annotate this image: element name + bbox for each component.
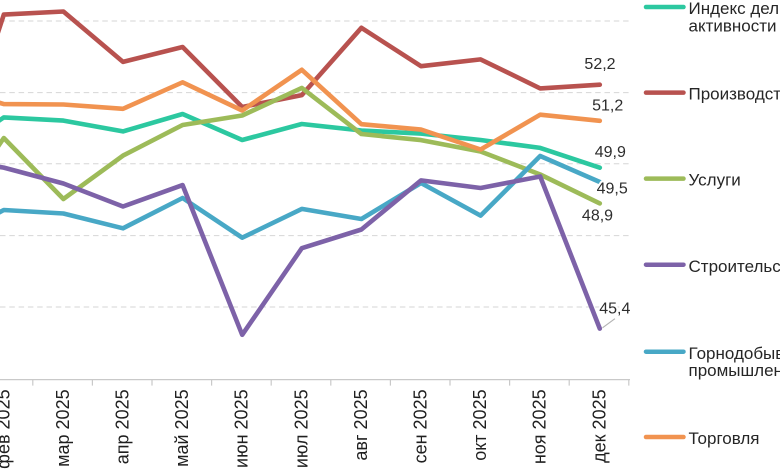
svg-text:сен 2025: сен 2025 [411, 389, 431, 463]
svg-text:51,2: 51,2 [592, 98, 623, 115]
svg-text:авг 2025: авг 2025 [351, 389, 371, 460]
svg-text:окт 2025: окт 2025 [470, 389, 490, 460]
svg-text:май 2025: май 2025 [172, 389, 192, 466]
svg-text:Услуги: Услуги [689, 171, 741, 190]
svg-text:активности: активности [689, 16, 777, 35]
svg-text:52,2: 52,2 [584, 56, 615, 73]
svg-text:апр 2025: апр 2025 [113, 389, 133, 464]
svg-text:Производство: Производство [689, 85, 780, 104]
svg-text:фев 2025: фев 2025 [0, 389, 13, 468]
svg-text:45,4: 45,4 [599, 300, 630, 317]
svg-text:48,9: 48,9 [582, 208, 613, 225]
svg-text:июл 2025: июл 2025 [291, 389, 311, 468]
svg-text:49,9: 49,9 [595, 144, 626, 161]
svg-text:июн 2025: июн 2025 [232, 389, 252, 468]
svg-text:ноя 2025: ноя 2025 [530, 389, 550, 464]
svg-text:Строительство: Строительство [689, 257, 780, 276]
svg-text:дек 2025: дек 2025 [589, 389, 609, 462]
svg-text:промышленность: промышленность [689, 361, 780, 380]
svg-text:49,5: 49,5 [597, 180, 628, 197]
svg-text:Горнодобывающая: Горнодобывающая [689, 344, 780, 363]
svg-text:мар 2025: мар 2025 [53, 389, 73, 466]
svg-text:Индекс деловой: Индекс деловой [689, 0, 780, 18]
svg-text:Торговля: Торговля [689, 429, 760, 448]
